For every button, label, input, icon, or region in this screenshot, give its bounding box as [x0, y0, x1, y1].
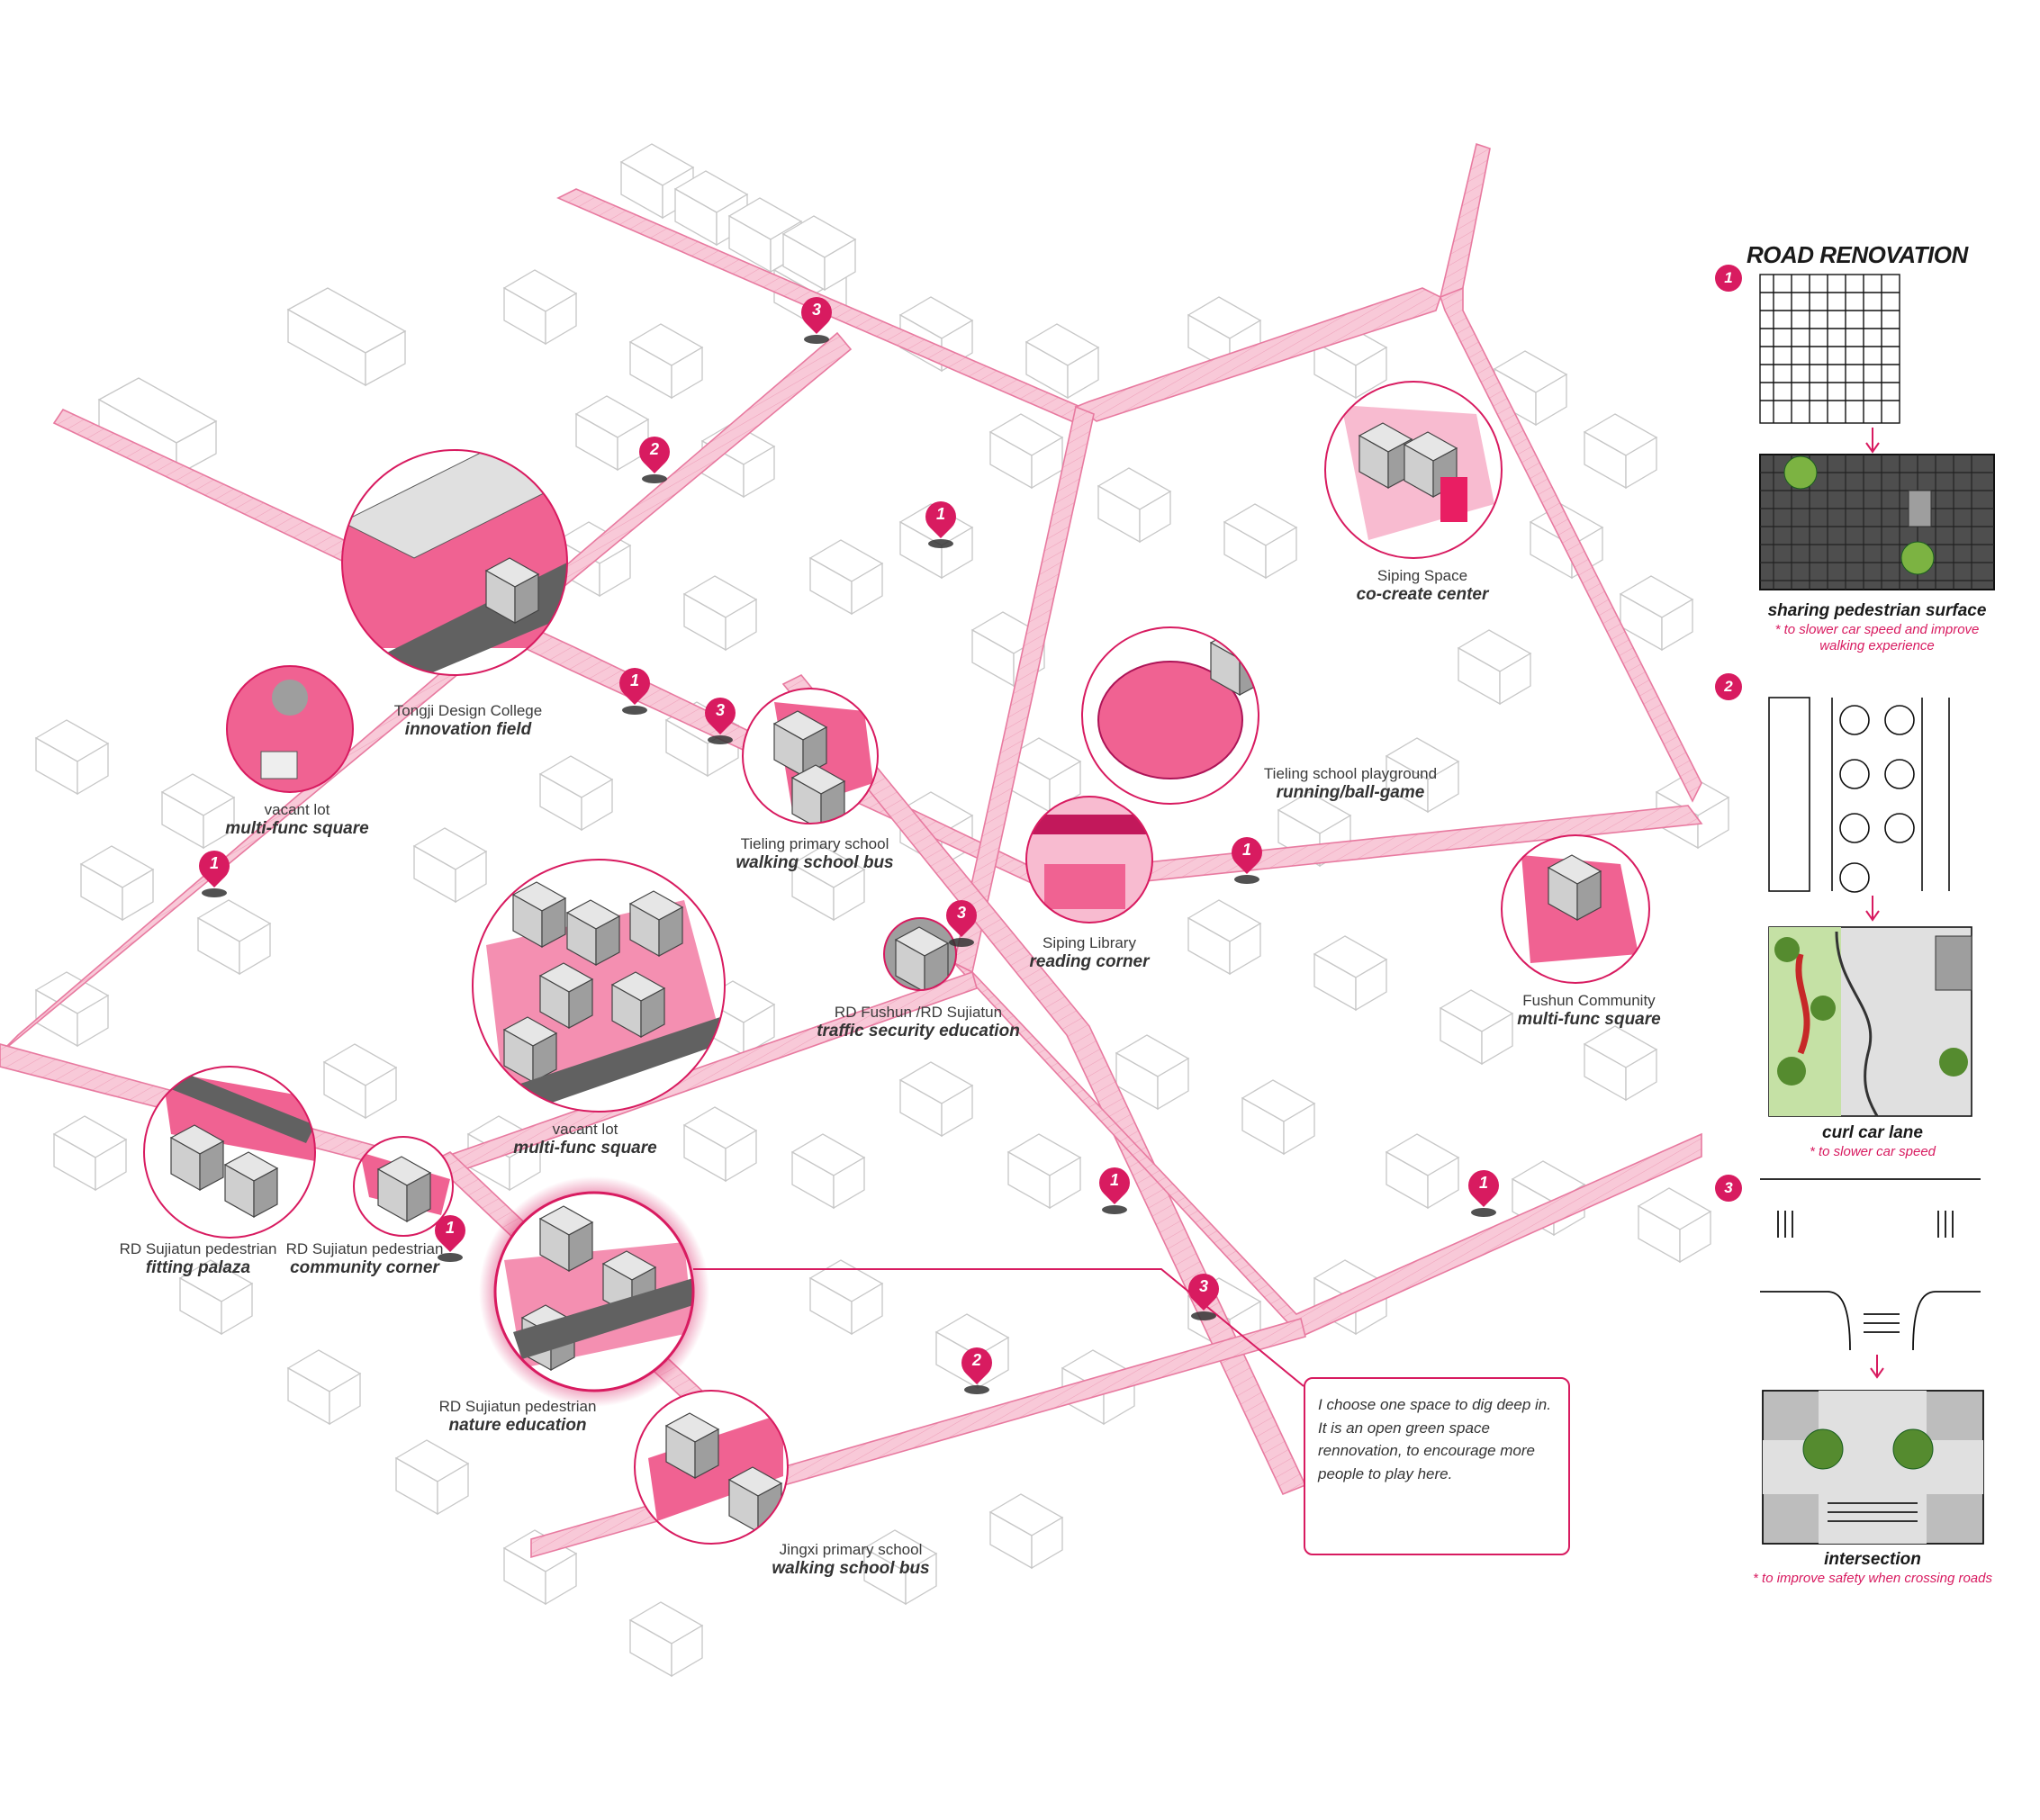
site-place: RD Fushun /RD Sujiatun	[834, 1004, 1003, 1021]
sketch-3b-intersection	[1762, 1390, 1984, 1545]
sketch-2a-trees	[1768, 697, 1950, 893]
road-pin[interactable]: 3	[794, 290, 839, 344]
road-pin[interactable]: 3	[939, 893, 984, 947]
site-activity: running/ball-game	[1276, 782, 1425, 802]
site-label-tongji[interactable]: Tongji Design College innovation field	[394, 702, 542, 739]
site-place: RD Sujiatun pedestrian	[438, 1398, 597, 1415]
site-label-community-corner[interactable]: RD Sujiatun pedestrian community corner	[286, 1240, 444, 1277]
step-title: curl car lane	[1822, 1123, 1923, 1142]
step-number: 3	[1715, 1175, 1742, 1202]
site-place: Tongji Design College	[393, 702, 543, 719]
vignette-siping-space	[1325, 382, 1502, 558]
site-place: vacant lot	[264, 801, 330, 818]
step-note: * to slower car speed and improve walkin…	[1774, 621, 1980, 653]
site-label-fushun-sujiatun[interactable]: RD Fushun /RD Sujiatun traffic security e…	[817, 1004, 1020, 1041]
site-label-siping-space[interactable]: Siping Space co-create center	[1357, 567, 1489, 604]
step-title: sharing pedestrian surface	[1767, 601, 1987, 620]
site-place: Tieling primary school	[740, 835, 889, 852]
vignette-vacant-lot-2	[473, 860, 725, 1112]
sketch-1a-grid	[1759, 274, 1900, 424]
step-number: 2	[1715, 673, 1742, 700]
annotation-note-text: I choose one space to dig deep in. It is…	[1318, 1396, 1551, 1482]
arrow-3	[1870, 1355, 1884, 1379]
site-activity: traffic security education	[817, 1021, 1020, 1041]
vignette-fushun-crossing	[884, 918, 956, 990]
note-connector	[693, 1268, 1304, 1387]
site-activity: innovation field	[404, 719, 532, 739]
vignette-fitting-palaza	[144, 1067, 315, 1238]
site-place: Siping Library	[1043, 934, 1136, 951]
site-activity: multi-func square	[1517, 1009, 1661, 1029]
road-pin[interactable]: 1	[612, 661, 657, 715]
site-label-fitting-palaza[interactable]: RD Sujiatun pedestrian fitting palaza	[120, 1240, 277, 1277]
vignette-fushun-community	[1502, 835, 1649, 983]
site-label-vacant-lot-1[interactable]: vacant lot multi-func square	[225, 801, 368, 838]
step-caption: sharing pedestrian surface * to slower c…	[1768, 601, 1987, 654]
road-pin[interactable]: 1	[428, 1208, 473, 1262]
site-activity: multi-func square	[513, 1138, 657, 1158]
vignette-tieling-playground	[1082, 627, 1259, 804]
road-pin[interactable]: 1	[1092, 1160, 1137, 1214]
site-activity: reading corner	[1029, 951, 1150, 971]
vignette-community-corner	[354, 1137, 453, 1236]
arrow-1	[1865, 428, 1880, 454]
vignette-nature-education	[495, 1193, 693, 1391]
site-place: Tieling school playground	[1263, 765, 1438, 782]
site-place: Siping Space	[1377, 567, 1468, 584]
vignette-jingxi-primary-school	[635, 1391, 788, 1544]
vignette-vacant-lot-1	[227, 666, 353, 792]
road-pin[interactable]: 3	[1181, 1266, 1226, 1320]
site-activity: community corner	[290, 1257, 439, 1277]
step-note: * to improve safety when crossing roads	[1753, 1570, 1992, 1586]
site-activity: walking school bus	[736, 852, 894, 872]
site-label-vacant-lot-2[interactable]: vacant lot multi-func square	[513, 1121, 656, 1158]
road-pin[interactable]: 1	[192, 843, 237, 897]
road-pin[interactable]: 1	[1461, 1163, 1506, 1217]
panel-title: ROAD RENOVATION	[1747, 241, 1968, 268]
road-pin[interactable]: 2	[954, 1340, 999, 1394]
step-caption: intersection * to improve safety when cr…	[1753, 1550, 1992, 1587]
site-place: vacant lot	[552, 1121, 618, 1138]
site-place: RD Sujiatun pedestrian	[285, 1240, 444, 1257]
step-title: intersection	[1824, 1550, 1921, 1569]
site-label-fushun-community[interactable]: Fushun Community multi-func square	[1517, 992, 1660, 1029]
step-number: 1	[1715, 265, 1742, 292]
site-label-siping-library[interactable]: Siping Library reading corner	[1029, 934, 1149, 971]
road-pin[interactable]: 1	[918, 494, 963, 548]
sketch-2b-curl-lane	[1768, 926, 1972, 1117]
vignette-tieling-primary-school	[743, 689, 878, 824]
site-label-playground[interactable]: Tieling school playground running/ball-ga…	[1264, 765, 1437, 802]
site-place: Fushun Community	[1522, 992, 1656, 1009]
site-activity: fitting palaza	[145, 1257, 251, 1277]
site-label-jingxi-school[interactable]: Jingxi primary school walking school bus	[772, 1541, 929, 1578]
site-label-nature-education[interactable]: RD Sujiatun pedestrian nature education	[439, 1398, 597, 1435]
step-caption: curl car lane * to slower car speed	[1810, 1123, 1936, 1160]
site-activity: walking school bus	[772, 1558, 930, 1578]
road-pin[interactable]: 3	[698, 690, 743, 744]
sketch-3a-intersection	[1760, 1178, 1981, 1351]
site-activity: multi-func square	[225, 818, 369, 838]
site-activity: co-create center	[1356, 584, 1489, 604]
site-place: RD Sujiatun pedestrian	[119, 1240, 277, 1257]
site-label-tieling-school[interactable]: Tieling primary school walking school bus	[736, 835, 893, 872]
arrow-2	[1865, 896, 1880, 922]
site-place: Jingxi primary school	[779, 1541, 923, 1558]
step-note: * to slower car speed	[1809, 1143, 1936, 1159]
road-pin[interactable]: 2	[632, 429, 677, 483]
vignette-siping-library	[1026, 797, 1152, 923]
annotation-note: I choose one space to dig deep in. It is…	[1304, 1377, 1570, 1555]
road-pin[interactable]: 1	[1224, 830, 1269, 884]
site-activity: nature education	[448, 1415, 587, 1435]
sketch-1b-shared-surface	[1759, 454, 1995, 590]
